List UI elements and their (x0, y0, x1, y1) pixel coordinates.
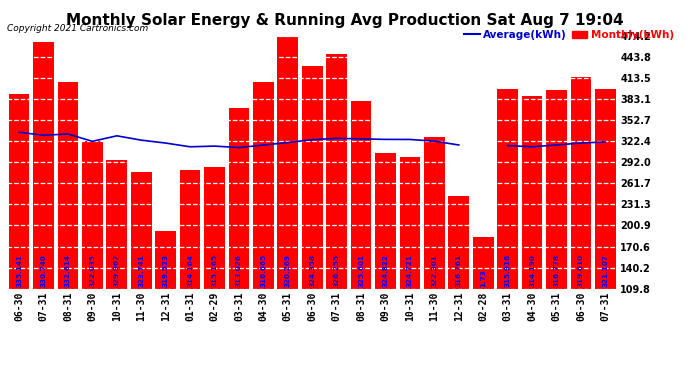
Bar (57, 82, 79, 365)
Text: 323.741: 323.741 (138, 255, 144, 287)
Bar (351, 101, 371, 365)
Text: 321.107: 321.107 (602, 255, 609, 287)
Bar (522, 96, 542, 365)
Bar (9, 94, 30, 365)
Bar (546, 90, 567, 365)
Text: 314.164: 314.164 (187, 255, 193, 287)
Bar (571, 78, 591, 365)
Text: 319.610: 319.610 (578, 254, 584, 287)
Bar (473, 237, 493, 365)
Bar (424, 137, 445, 365)
Bar (595, 88, 615, 365)
Text: 316.778: 316.778 (553, 254, 560, 287)
Text: Monthly Solar Energy & Running Avg Production Sat Aug 7 19:04: Monthly Solar Energy & Running Avg Produ… (66, 13, 624, 28)
Text: 324.721: 324.721 (407, 255, 413, 287)
Bar (179, 170, 201, 365)
Text: 320.269: 320.269 (285, 254, 290, 287)
Text: 335.141: 335.141 (16, 255, 22, 287)
Text: 314.190: 314.190 (529, 255, 535, 287)
Bar (155, 231, 176, 365)
Bar (497, 89, 518, 365)
Text: Copyright 2021 Cartronics.com: Copyright 2021 Cartronics.com (7, 24, 148, 33)
Text: 313.026: 313.026 (236, 255, 242, 287)
Bar (400, 157, 420, 365)
Text: 316.761: 316.761 (456, 254, 462, 287)
Bar (375, 153, 396, 365)
Bar (253, 82, 274, 365)
Text: 315.165: 315.165 (212, 254, 217, 287)
Bar (277, 37, 298, 365)
Bar (448, 195, 469, 365)
Text: 322.035: 322.035 (90, 255, 95, 287)
Text: 319.523: 319.523 (163, 254, 168, 287)
Text: 326.255: 326.255 (334, 254, 339, 287)
Bar (106, 160, 127, 365)
Text: 315.916: 315.916 (504, 254, 511, 287)
Text: 1.73: 1.73 (480, 270, 486, 287)
Bar (302, 66, 323, 365)
Text: 324.358: 324.358 (309, 254, 315, 287)
Text: 325.601: 325.601 (358, 254, 364, 287)
Text: 329.967: 329.967 (114, 254, 120, 287)
Text: 316.665: 316.665 (260, 254, 266, 287)
Legend: Average(kWh), Monthly(kWh): Average(kWh), Monthly(kWh) (460, 26, 678, 44)
Bar (228, 108, 249, 365)
Text: 332.614: 332.614 (65, 255, 71, 287)
Text: 330.740: 330.740 (41, 255, 46, 287)
Text: 324.822: 324.822 (382, 255, 388, 287)
Bar (82, 141, 103, 365)
Text: 322.301: 322.301 (431, 255, 437, 287)
Bar (204, 167, 225, 365)
Bar (131, 172, 152, 365)
Bar (326, 54, 347, 365)
Bar (33, 42, 54, 365)
